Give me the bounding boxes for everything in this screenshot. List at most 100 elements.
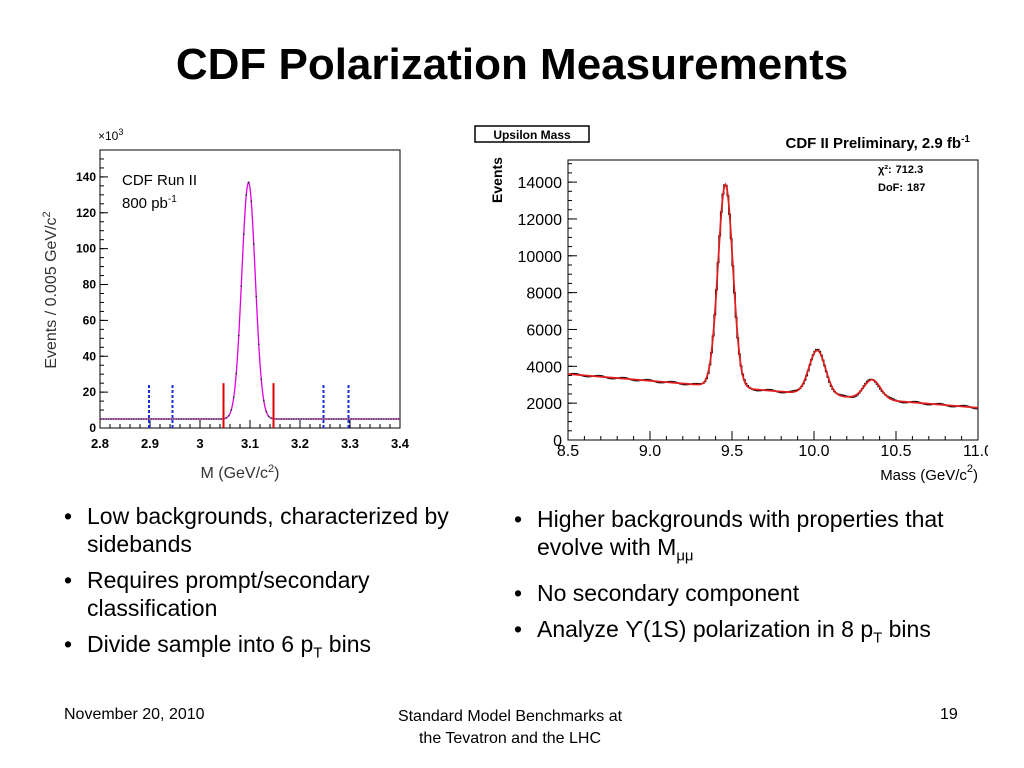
right-y-tick-label: 10000 [518, 249, 563, 266]
right-chart-title: CDF II Preliminary, 2.9 fb-1 [785, 134, 970, 152]
jpsi-data-point [360, 418, 363, 420]
jpsi-data-point [390, 418, 393, 420]
upsilon-mass-chart: Upsilon Mass 8.5 9.0 9.5 10.0 10.5 11.0 0 2000 4… [474, 125, 988, 484]
jpsi-data-point [235, 372, 238, 375]
jpsi-data-point [277, 418, 280, 420]
right-xlabel-tail: ) [973, 467, 978, 484]
jpsi-data-point [340, 418, 343, 420]
jpsi-data-point [140, 418, 143, 420]
jpsi-data-point [187, 418, 190, 420]
jpsi-data-point [110, 418, 113, 420]
right-bullet-list: Higher backgrounds with properties that … [500, 505, 980, 660]
jpsi-data-point [395, 418, 398, 420]
jpsi-data-point [200, 418, 203, 420]
jpsi-data-point [270, 417, 273, 420]
left-x-tick-label: 2.8 [91, 436, 109, 451]
jpsi-data-point [225, 417, 228, 419]
left-run-label: CDF Run II [122, 172, 197, 189]
left-y-tick-label: 20 [83, 385, 97, 399]
jpsi-data-point [212, 418, 215, 420]
left-y-tick-label: 120 [76, 206, 96, 220]
jpsi-data-point [165, 418, 168, 420]
jpsi-data-point [367, 418, 370, 420]
jpsi-data-point [107, 418, 110, 420]
jpsi-data-point [122, 418, 125, 420]
jpsi-data-point [100, 418, 103, 420]
left-xlabel-tail: ) [274, 465, 279, 482]
jpsi-data-point [170, 418, 173, 420]
jpsi-data-point [255, 295, 258, 298]
jpsi-data-point [312, 418, 315, 420]
bullet-item: Higher backgrounds with properties that … [500, 505, 980, 571]
left-y-tick-label: 80 [83, 278, 97, 292]
jpsi-data-point [245, 194, 248, 196]
jpsi-data-point [382, 418, 385, 420]
jpsi-data-point [177, 418, 180, 420]
jpsi-data-point [392, 418, 395, 420]
jpsi-data-point [182, 418, 185, 420]
right-xlabel-exp: 2 [967, 463, 973, 475]
jpsi-data-point [290, 418, 293, 420]
upsilon-fit-curve [567, 182, 979, 409]
jpsi-data-point [262, 399, 265, 402]
footer-title-line: Standard Model Benchmarks at [397, 708, 623, 725]
jpsi-mass-chart: 2.8 2.9 3 3.1 3.2 3.3 3.4 0 20 40 60 80 100 120 140 ×1… [41, 127, 410, 482]
jpsi-data-point [217, 418, 220, 420]
right-x-tick-label: 8.5 [557, 443, 579, 460]
right-y-tick-label: 14000 [518, 175, 563, 192]
right-y-axis-label: Events [489, 157, 505, 203]
right-x-tick-label: 10.5 [880, 443, 911, 460]
upsilon-data-histogram [568, 184, 978, 410]
jpsi-data-point [285, 418, 288, 420]
right-title-exp: -1 [961, 134, 970, 145]
jpsi-data-point [385, 418, 388, 420]
right-x-tick-label: 11.0 [963, 443, 988, 460]
jpsi-data-point [377, 418, 380, 420]
jpsi-data-point [115, 418, 118, 420]
slide-title: CDF Polarization Measurements [175, 40, 849, 89]
right-plot-frame [567, 159, 979, 441]
chi2-value: 712.3 [896, 164, 924, 176]
bullet-item: No secondary component [500, 579, 980, 607]
jpsi-data-point [135, 418, 138, 420]
jpsi-data-point [132, 418, 135, 420]
jpsi-data-point [387, 418, 390, 420]
jpsi-data-point [370, 418, 373, 420]
right-y-tick-label: 12000 [518, 212, 563, 229]
left-x-tick-label: 2.9 [141, 436, 159, 451]
subscript: μμ [676, 547, 694, 565]
left-axis-ticks: 2.8 2.9 3 3.1 3.2 3.3 3.4 0 20 40 60 80 100 120 140 [76, 158, 410, 451]
jpsi-data-point [357, 418, 360, 420]
jpsi-data-point [322, 418, 325, 420]
right-y-tick-label: 2000 [526, 396, 562, 413]
jpsi-data-point [127, 418, 130, 420]
jpsi-data-point [152, 418, 155, 420]
jpsi-data-point [102, 418, 105, 420]
jpsi-data-point [147, 418, 150, 420]
left-y-multiplier-exp: 3 [118, 127, 123, 137]
jpsi-data-point [362, 418, 365, 420]
jpsi-data-point [125, 418, 128, 420]
upsilon-legend-box [474, 125, 590, 143]
jpsi-data-point [230, 409, 233, 411]
jpsi-data-point [260, 378, 263, 381]
jpsi-data-point [145, 418, 148, 420]
jpsi-data-point [352, 418, 355, 420]
right-x-tick-label: 9.0 [639, 443, 661, 460]
jpsi-data-point [247, 181, 250, 184]
jpsi-data-point [105, 418, 108, 420]
jpsi-data-point [202, 418, 205, 420]
left-y-tick-label: 0 [89, 421, 96, 435]
jpsi-data-point [310, 418, 313, 420]
jpsi-data-point [252, 243, 255, 245]
jpsi-data-point [292, 418, 295, 420]
jpsi-data-point [375, 418, 378, 420]
left-chart-marks [100, 180, 400, 428]
jpsi-data-point [317, 418, 320, 420]
jpsi-data-point [330, 418, 333, 420]
jpsi-fit-curve [100, 180, 400, 420]
jpsi-data-point [207, 418, 210, 420]
left-x-tick-label: 3.2 [291, 436, 309, 451]
jpsi-data-point [160, 418, 163, 420]
left-y-tick-label: 40 [83, 349, 97, 363]
